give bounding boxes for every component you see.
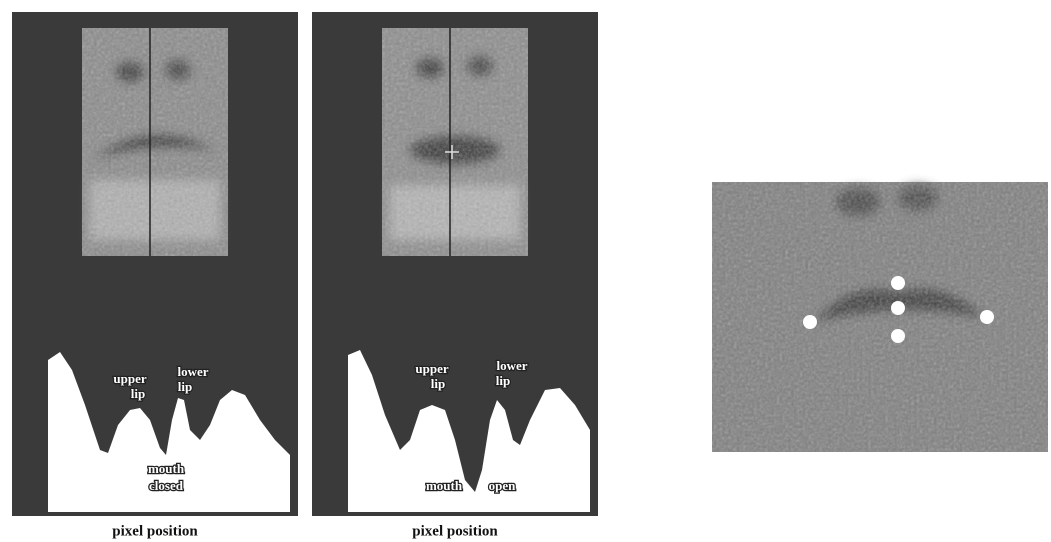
annotation: lip — [178, 379, 192, 394]
annotation: lower — [496, 358, 527, 373]
annotation: lower — [177, 364, 208, 379]
annotation: lip — [496, 373, 510, 388]
panel-open — [312, 12, 598, 516]
annotation: upper — [415, 361, 448, 376]
annotation: open — [489, 478, 517, 493]
annotation: lip — [131, 386, 145, 401]
marker — [803, 315, 817, 329]
marker — [891, 301, 905, 315]
panel-closed — [12, 12, 298, 516]
annotation: upper — [113, 371, 146, 386]
annotation: mouth — [148, 461, 185, 476]
mouth-image — [712, 182, 1048, 452]
annotation: closed — [149, 478, 184, 493]
marker — [891, 329, 905, 343]
marker — [891, 276, 905, 290]
image-texture — [712, 182, 1048, 452]
image-texture — [82, 28, 228, 256]
annotation: lip — [431, 376, 445, 391]
image-texture — [382, 28, 528, 256]
caption: pixel position — [412, 523, 498, 539]
annotation: mouth — [426, 478, 463, 493]
figure: upperliplowerlipmouthclosedpixel positio… — [0, 0, 1051, 542]
caption: pixel position — [112, 523, 198, 539]
marker — [980, 310, 994, 324]
